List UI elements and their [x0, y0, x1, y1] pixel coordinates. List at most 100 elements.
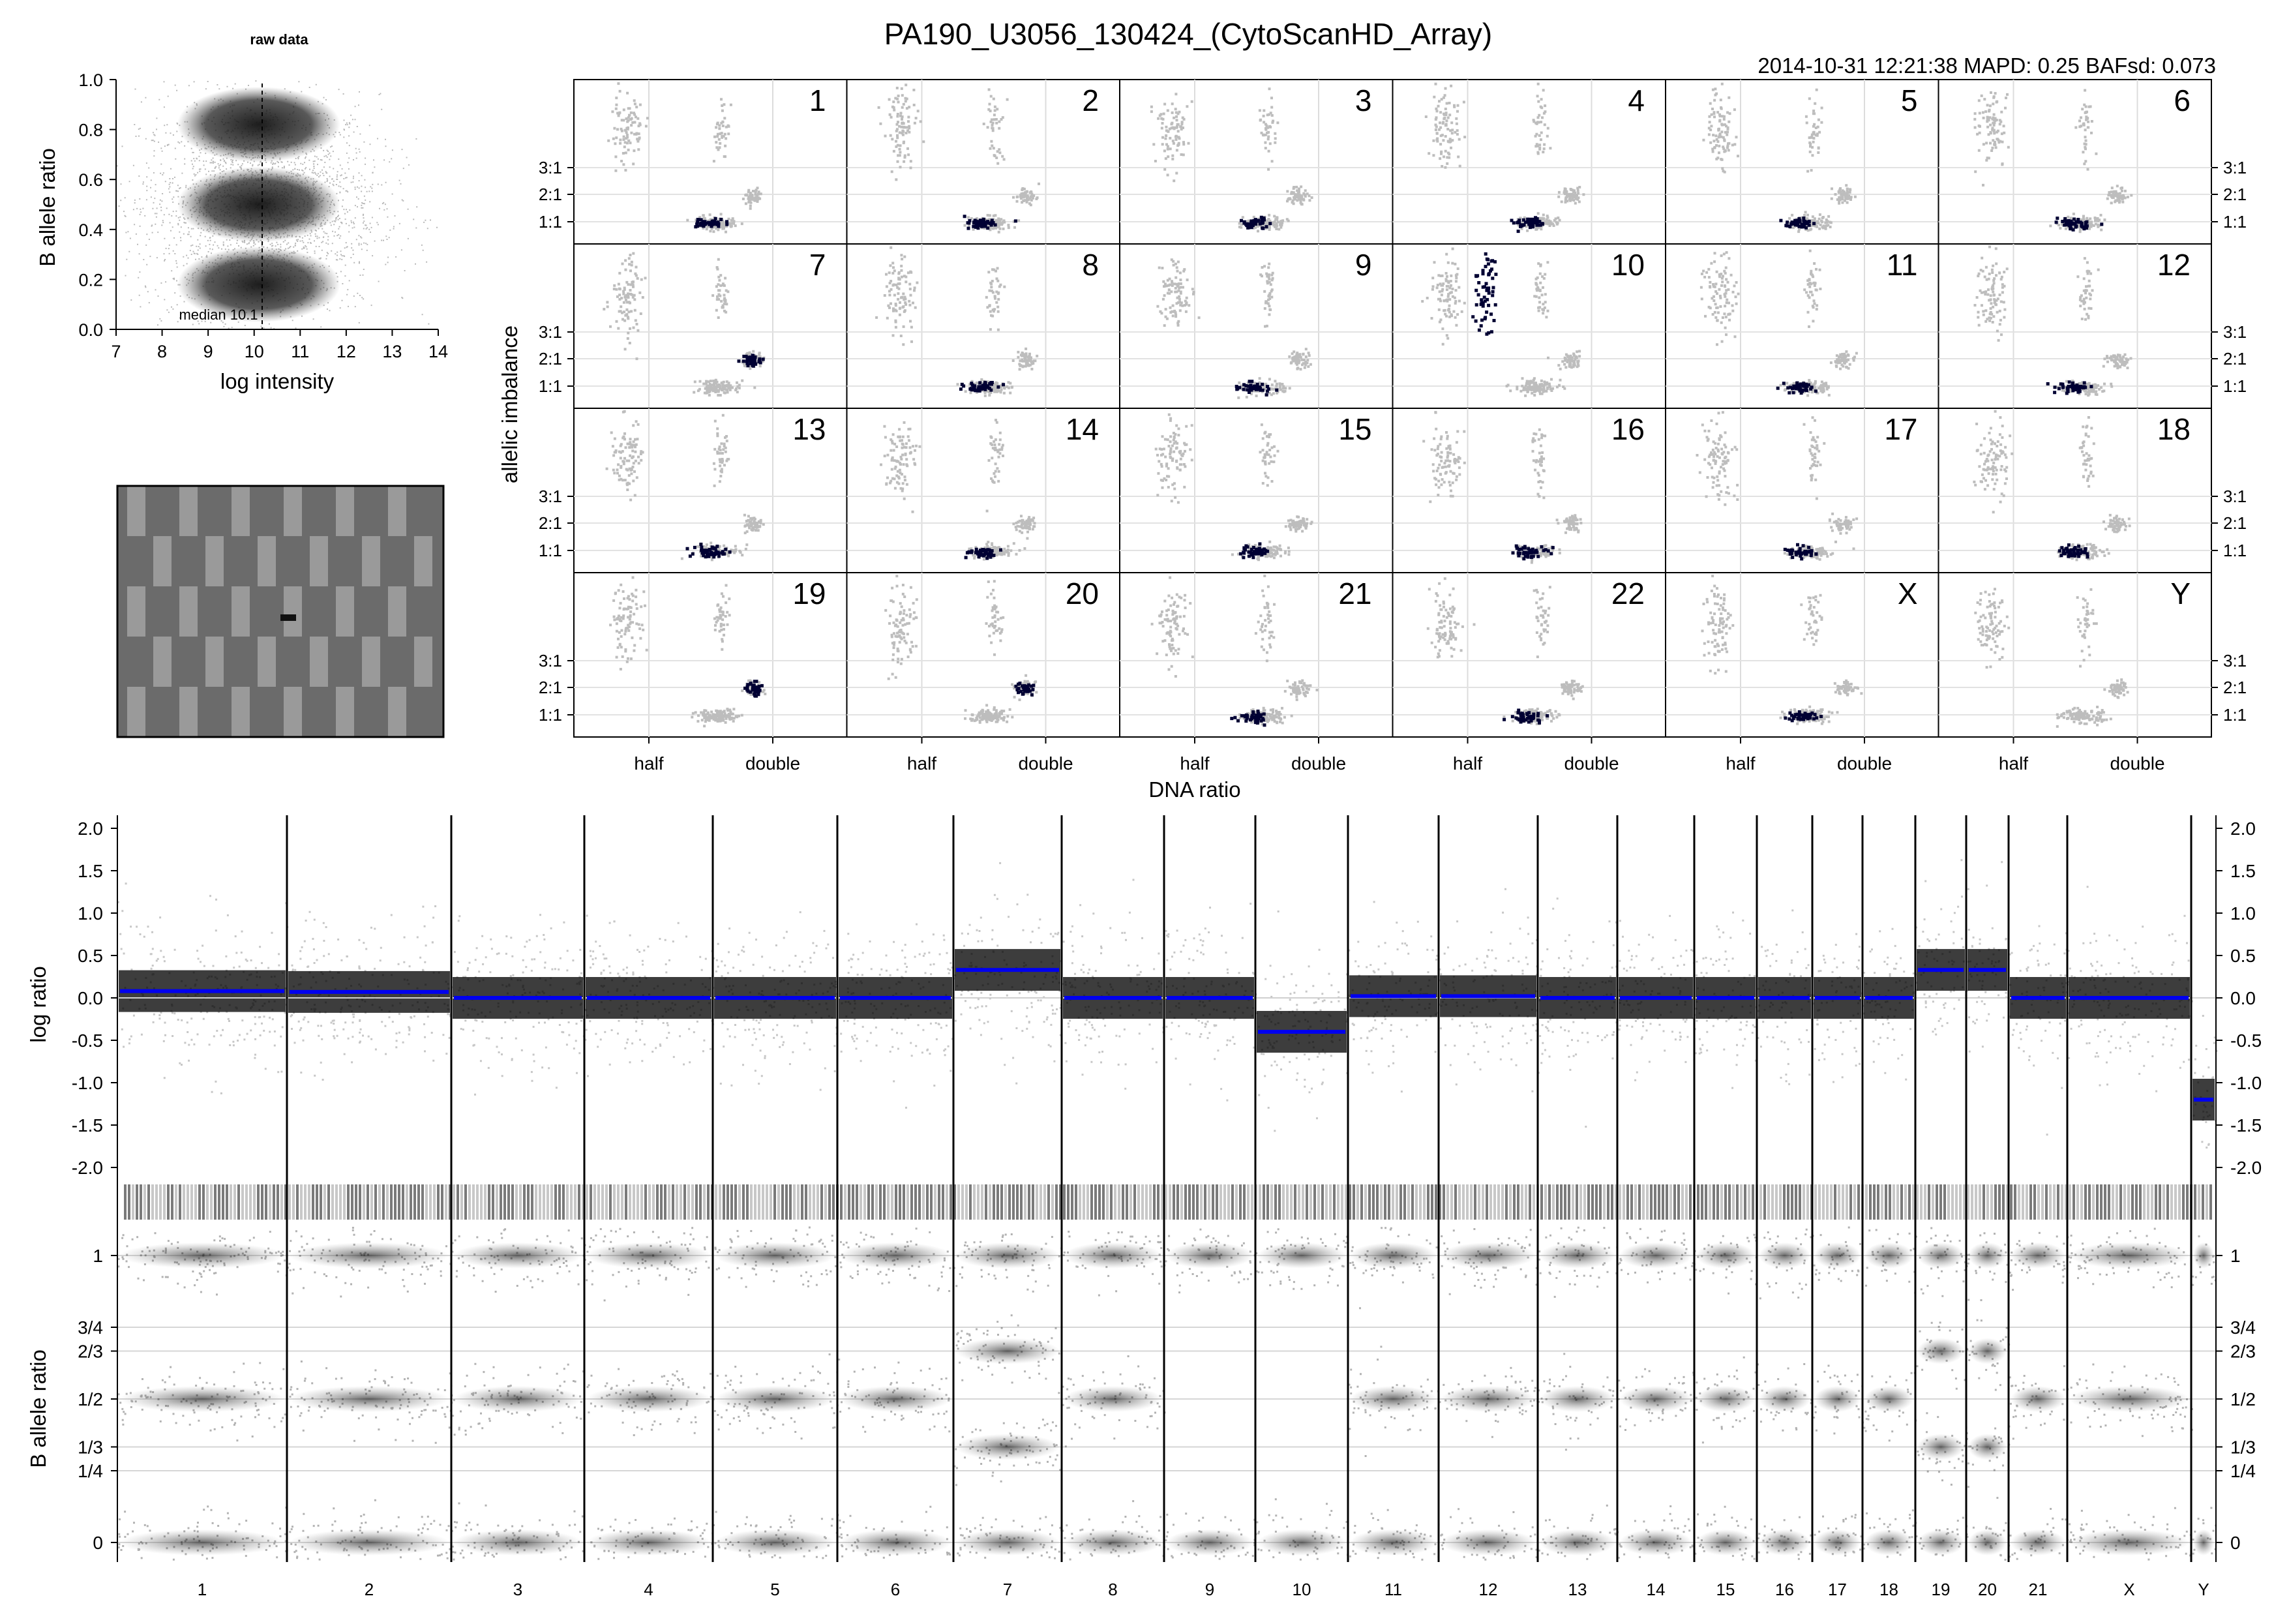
snp-bar [1552, 1184, 1555, 1220]
snp-bar [989, 1184, 991, 1220]
snp-bar [539, 1184, 541, 1220]
baf-band [1540, 1529, 1615, 1556]
lr-left-tick-label: 1.0 [78, 903, 103, 924]
ai-y-tick-label: 3:1 [2223, 487, 2247, 506]
snp-bar [1313, 1184, 1316, 1220]
baf-band [1064, 1529, 1162, 1556]
ai-x-tick-label: double [1018, 753, 1073, 774]
point-cloud [2192, 1507, 2217, 1555]
snp-bar [609, 1184, 612, 1220]
snp-bar [269, 1184, 271, 1220]
snp-bar [1282, 1184, 1285, 1220]
lr-left-tick-label: 1.5 [78, 861, 103, 881]
snp-bar [1728, 1184, 1731, 1220]
snp-bar [1920, 1184, 1922, 1220]
snp-bar [1161, 1184, 1163, 1220]
ai-y-tick-label: 1:1 [539, 541, 562, 560]
snp-bar [1024, 1184, 1026, 1220]
snp-bar [2104, 1184, 2106, 1220]
baf-band [955, 1529, 1060, 1556]
point-cloud [451, 1502, 584, 1561]
baf-band [1917, 1434, 1964, 1460]
array-tile [258, 536, 276, 586]
baf-band [2193, 1529, 2214, 1556]
raw-y-tick-label: 0.0 [78, 320, 103, 340]
point-cloud [2069, 1507, 2192, 1561]
snp-bar [1849, 1184, 1852, 1220]
baf-band [1814, 1386, 1861, 1412]
snp-bar [750, 1184, 753, 1220]
allelic-imbalance-grid: 1 1:1 2:1 3:1 2 3 4 5 6 1:1 2:1 3:1 7 1:1 2:1 3:1 8 9 10 11… [498, 79, 2247, 802]
snp-bar [668, 1184, 670, 1220]
snp-bar [1951, 1184, 1954, 1220]
snp-bar [312, 1184, 314, 1220]
lr-left-tick-label: -0.5 [72, 1030, 103, 1051]
snp-bar [1779, 1184, 1782, 1220]
snp-bar [770, 1184, 772, 1220]
snp-bar [2010, 1184, 2012, 1220]
snp-bar [899, 1184, 901, 1220]
snp-bar [1767, 1184, 1770, 1220]
snp-bar [1791, 1184, 1793, 1220]
snp-bar [1658, 1184, 1660, 1220]
snp-bar [1450, 1184, 1453, 1220]
snp-bar [1329, 1184, 1332, 1220]
snp-bar [2045, 1184, 2048, 1220]
snp-bar [621, 1184, 623, 1220]
chromosome-label-17: 17 [1828, 1580, 1847, 1599]
snp-bar [942, 1184, 944, 1220]
snp-bar [1564, 1184, 1566, 1220]
snp-bar [503, 1184, 506, 1220]
raw-x-tick-label: 8 [157, 342, 167, 361]
snp-bar [593, 1184, 596, 1220]
snp-bar [597, 1184, 600, 1220]
baf-band [119, 1242, 285, 1269]
snp-bar [1583, 1184, 1586, 1220]
snp-bar [1000, 1184, 1003, 1220]
point-cloud [1915, 859, 1968, 1036]
raw-y-tick-label: 0.2 [78, 270, 103, 290]
baf-band [1257, 1242, 1346, 1269]
snp-bar [676, 1184, 678, 1220]
snp-bar [2072, 1184, 2075, 1220]
ai-panel-frame [1119, 79, 1394, 245]
log-ratio-ticks: 2.0 2.0 1.5 1.5 1.0 1.0 0.5 0.5 0.0 0.0 -0.5 -0.5 -1… [72, 819, 2262, 1178]
ai-panel-label: 17 [1884, 412, 1917, 446]
ai-x-tick-label: double [2110, 753, 2164, 774]
baf-band [1864, 1242, 1913, 1269]
snp-bar [159, 1184, 162, 1220]
point-cloud [737, 353, 765, 368]
snp-bar [1188, 1184, 1191, 1220]
snp-bar [2084, 1184, 2087, 1220]
raw-y-label: B allele ratio [35, 148, 59, 267]
snp-bar [695, 1184, 698, 1220]
baf-left-tick-label: 1/3 [78, 1437, 103, 1457]
snp-bar [797, 1184, 800, 1220]
point-cloud [1238, 542, 1270, 560]
snp-bar [304, 1184, 307, 1220]
snp-bar [840, 1184, 843, 1220]
snp-bar [1626, 1184, 1629, 1220]
chromosome-label-14: 14 [1647, 1580, 1666, 1599]
snp-bar [1028, 1184, 1030, 1220]
snp-bar [147, 1184, 150, 1220]
ai-x-tick-label: half [1726, 753, 1755, 774]
lr-right-tick-label: -1.0 [2230, 1073, 2262, 1093]
snp-bar [1998, 1184, 2001, 1220]
snp-bar [719, 1184, 721, 1220]
snp-bar [1149, 1184, 1152, 1220]
snp-bar [1118, 1184, 1120, 1220]
snp-bar [492, 1184, 494, 1220]
snp-bar [1047, 1184, 1050, 1220]
snp-bar [2112, 1184, 2114, 1220]
snp-bar [1165, 1184, 1167, 1220]
point-cloud [287, 1227, 452, 1298]
snp-bar [1525, 1184, 1527, 1220]
ai-panels: 1 1:1 2:1 3:1 2 3 4 5 6 1:1 2:1 3:1 7 1:1 2:1 3:1 8 9 10 11… [539, 79, 2247, 774]
snp-bar [730, 1184, 733, 1220]
raw-x-tick-label: 13 [382, 342, 402, 361]
baf-band [1166, 1242, 1253, 1269]
ai-panel-frame [1665, 79, 1939, 245]
baf-band [453, 1386, 582, 1412]
